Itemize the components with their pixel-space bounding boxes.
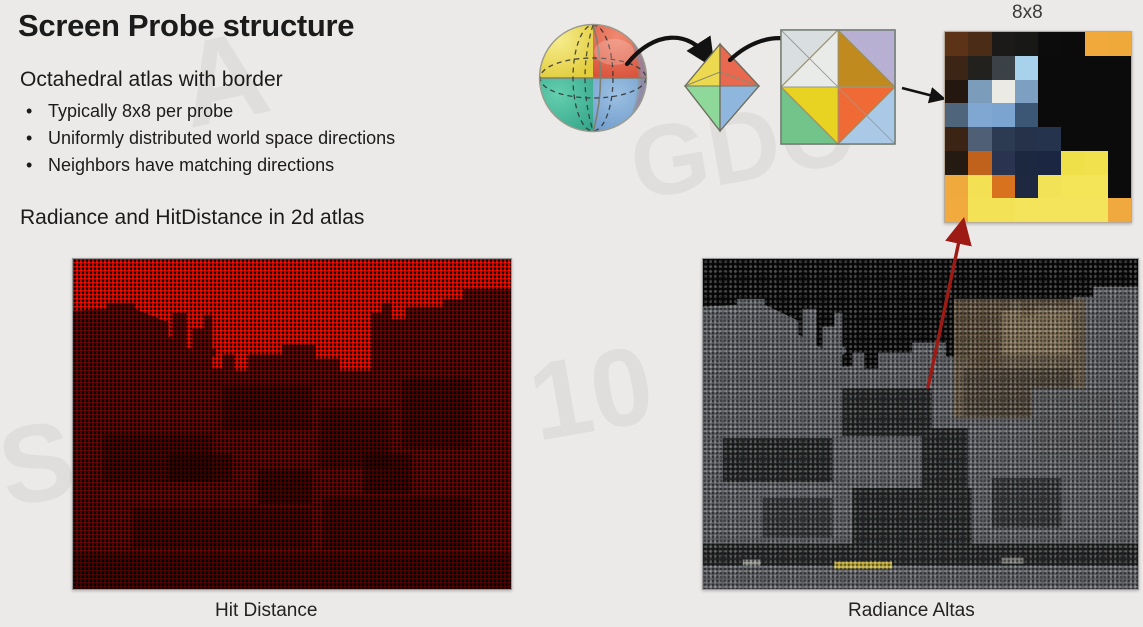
probe-texel [1061,55,1085,80]
list-item: • Typically 8x8 per probe [20,98,395,125]
probe-texel [1014,32,1038,56]
probe-texel [1038,103,1062,127]
probe-texel [1061,127,1085,151]
probe-texel [1107,174,1131,199]
page-title: Screen Probe structure [18,8,355,43]
probe-texel [968,174,992,199]
probe-texel [968,150,992,175]
probe-texel [968,32,992,56]
probe-texel [1061,32,1085,56]
list-item: • Uniformly distributed world space dire… [20,125,395,152]
list-item-label: Typically 8x8 per probe [48,101,234,121]
probe-texel [945,55,969,80]
probe-texel [991,79,1015,104]
radiance-atlas-caption: Radiance Altas [848,600,975,621]
probe-texel [1107,150,1131,175]
probe-texel [1014,79,1038,104]
probe-texel [1014,55,1038,80]
probe-texel [1061,174,1085,199]
subheading: Octahedral atlas with border [20,68,283,91]
probe-texel [1061,198,1085,222]
probe-size-label: 8x8 [1012,2,1043,23]
probe-texel [1014,174,1038,199]
probe-texel [968,198,992,222]
probe-texel [1107,55,1131,80]
probe-texel [968,79,992,104]
list-item: • Neighbors have matching directions [20,152,395,179]
watermark-10: 10 [520,322,663,465]
probe-texel [945,103,969,127]
radiance-atlas [702,258,1139,590]
probe-texel [1084,32,1108,56]
radiance-hitdistance-line: Radiance and HitDistance in 2d atlas [20,206,365,229]
curved-arrow-sphere-to-octahedron [624,35,715,69]
octahedral-atlas-square [780,29,896,145]
probe-texel [1084,198,1108,222]
probe-texel [1038,32,1062,56]
probe-texel [991,174,1015,199]
probe-texel [1014,150,1038,175]
hit-distance-caption: Hit Distance [215,600,318,621]
probe-texel [1038,55,1062,80]
bullet-list: • Typically 8x8 per probe • Uniformly di… [20,98,395,179]
probe-texel [1084,127,1108,151]
probe-texel [945,198,969,222]
probe-texel [945,174,969,199]
bullet-icon: • [26,101,33,121]
probe-dot-grid [73,259,511,589]
list-item-label: Uniformly distributed world space direct… [48,128,396,148]
probe-texel [1038,79,1062,104]
probe-texel [1014,198,1038,222]
probe-texel [945,79,969,104]
bullet-icon: • [26,155,33,175]
probe-texel [1084,150,1108,175]
bullet-icon: • [26,128,33,148]
probe-texel [991,127,1015,151]
probe-texel [1061,79,1085,104]
probe-texel [1084,55,1108,80]
octahedral-mapping-diagram [530,14,950,174]
probe-texel [1038,198,1062,222]
probe-texel [991,150,1015,175]
scanline-overlay [73,259,511,589]
straight-arrow-atlas-to-probe [901,86,947,104]
list-item-label: Neighbors have matching directions [48,155,335,175]
probe-texel [1084,79,1108,104]
probe-texel [1014,127,1038,151]
probe-dot-mask [703,259,1138,589]
direction-sphere [538,23,648,133]
probe-texel [991,32,1015,56]
probe-texel [945,127,969,151]
probe-texel [1107,32,1131,56]
probe-texel [945,32,969,56]
probe-texel [968,127,992,151]
probe-texel [991,55,1015,80]
probe-texel [1084,103,1108,127]
radiance-to-probe-arrow [926,217,972,389]
probe-texel [968,103,992,127]
probe-texel [1107,79,1131,104]
hit-distance-atlas [72,258,512,590]
probe-texel [945,150,969,175]
probe-texel [1014,103,1038,127]
probe-8x8-texture [944,31,1132,223]
probe-texel [1061,103,1085,127]
probe-texel [1061,150,1085,175]
probe-texel [991,103,1015,127]
probe-texel [1038,127,1062,151]
probe-texel [1084,174,1108,199]
probe-texel [1107,127,1131,151]
probe-texel [1038,150,1062,175]
probe-texel [1038,174,1062,199]
probe-texel [991,198,1015,222]
probe-texel [968,55,992,80]
probe-texel [1107,103,1131,127]
octahedron [683,42,761,133]
probe-texel [1107,198,1131,222]
